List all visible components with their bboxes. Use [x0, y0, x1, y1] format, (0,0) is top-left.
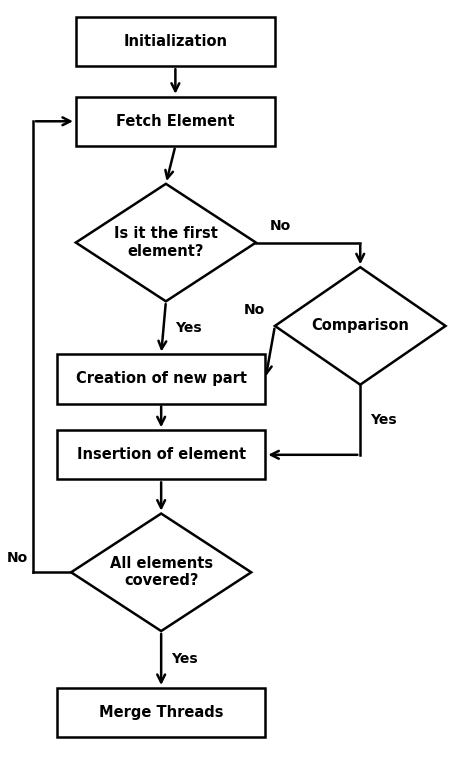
- Text: Initialization: Initialization: [123, 34, 228, 49]
- Polygon shape: [275, 268, 446, 385]
- Text: Yes: Yes: [175, 321, 202, 335]
- Text: No: No: [7, 551, 28, 565]
- Text: No: No: [244, 303, 265, 317]
- Text: Yes: Yes: [171, 653, 197, 666]
- Polygon shape: [76, 183, 256, 301]
- Text: Creation of new part: Creation of new part: [76, 371, 246, 387]
- FancyBboxPatch shape: [57, 355, 265, 403]
- FancyBboxPatch shape: [76, 17, 275, 67]
- Text: All elements
covered?: All elements covered?: [109, 556, 213, 588]
- FancyBboxPatch shape: [57, 430, 265, 479]
- Text: Merge Threads: Merge Threads: [99, 705, 223, 720]
- Text: Is it the first
element?: Is it the first element?: [114, 227, 218, 258]
- Text: No: No: [270, 220, 292, 233]
- FancyBboxPatch shape: [76, 97, 275, 146]
- Text: Yes: Yes: [370, 413, 396, 427]
- Text: Fetch Element: Fetch Element: [116, 114, 235, 129]
- Text: Comparison: Comparison: [311, 318, 409, 334]
- Polygon shape: [71, 514, 251, 631]
- FancyBboxPatch shape: [57, 688, 265, 737]
- Text: Insertion of element: Insertion of element: [77, 447, 246, 462]
